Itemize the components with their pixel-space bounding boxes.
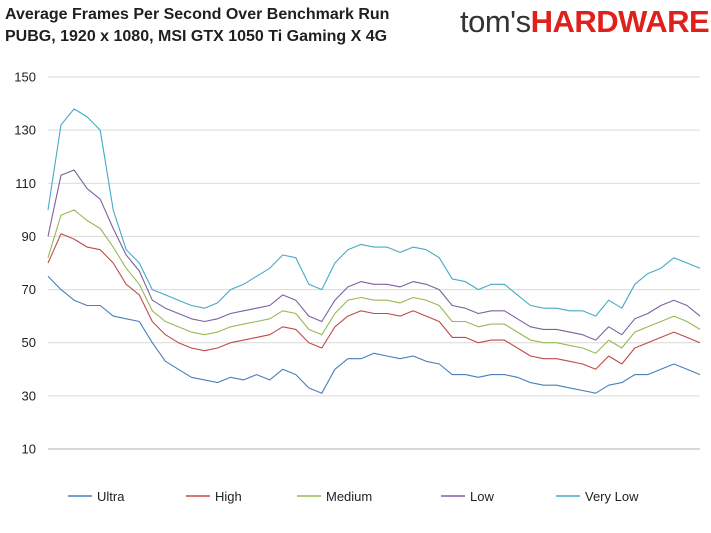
chart-title-block: Average Frames Per Second Over Benchmark…	[5, 4, 389, 48]
series-line-2	[47, 209, 701, 354]
legend-label: Very Low	[585, 489, 639, 504]
y-tick-label: 90	[22, 229, 36, 244]
logo-text-toms: tom's	[460, 4, 531, 39]
y-tick-label: 10	[22, 442, 36, 457]
y-tick-label: 110	[15, 176, 36, 191]
series-lines	[47, 108, 701, 394]
y-tick-label: 50	[22, 335, 36, 350]
gridlines	[48, 76, 700, 450]
y-tick-label: 150	[14, 70, 36, 85]
legend: Ultra High Medium Low Very Low	[68, 489, 639, 504]
y-tick-label: 70	[22, 282, 36, 297]
chart-subtitle: PUBG, 1920 x 1080, MSI GTX 1050 Ti Gamin…	[5, 28, 388, 45]
y-axis-ticks: 10 30 50 70 90 110 130 150	[14, 70, 36, 457]
series-line-3	[47, 169, 701, 341]
legend-label: Ultra	[97, 489, 125, 504]
logo-text-hardware: HARDWARE	[530, 4, 710, 39]
toms-hardware-logo: tom'sHARDWARE	[460, 4, 710, 40]
series-line-4	[47, 108, 701, 317]
y-tick-label: 30	[22, 388, 36, 403]
legend-label: High	[215, 489, 242, 504]
series-line-0	[47, 275, 701, 394]
legend-label: Low	[470, 489, 494, 504]
legend-label: Medium	[326, 489, 372, 504]
series-line-1	[47, 233, 701, 370]
y-tick-label: 130	[14, 123, 36, 138]
chart-title: Average Frames Per Second Over Benchmark…	[5, 6, 390, 23]
